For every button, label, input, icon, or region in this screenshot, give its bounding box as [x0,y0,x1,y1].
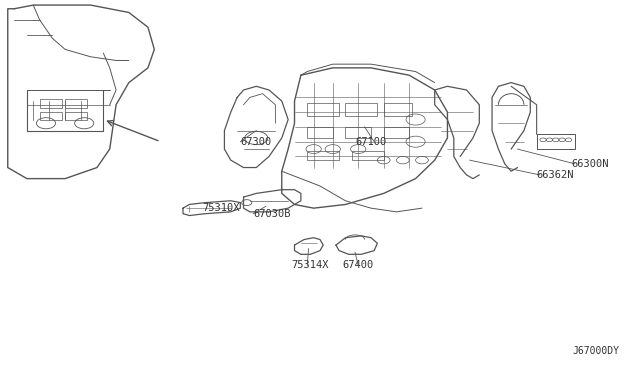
Bar [307,127,333,138]
Text: 75310X: 75310X [202,203,239,213]
Text: 67300: 67300 [241,137,271,147]
Text: 67400: 67400 [342,260,374,270]
Bar [40,112,62,119]
Bar [65,112,88,119]
Bar [40,99,62,109]
Text: J67000DY: J67000DY [573,346,620,356]
Bar [384,103,412,116]
Text: 67030B: 67030B [253,209,291,219]
Bar [307,103,339,116]
Text: 67100: 67100 [355,137,387,147]
Bar [346,103,378,116]
Bar [352,151,384,160]
Bar [346,127,371,138]
Bar [307,151,339,160]
Text: 75314X: 75314X [291,260,329,270]
Text: 66300N: 66300N [572,159,609,169]
Bar [384,127,409,138]
Bar [65,99,88,109]
Text: 66362N: 66362N [537,170,574,180]
